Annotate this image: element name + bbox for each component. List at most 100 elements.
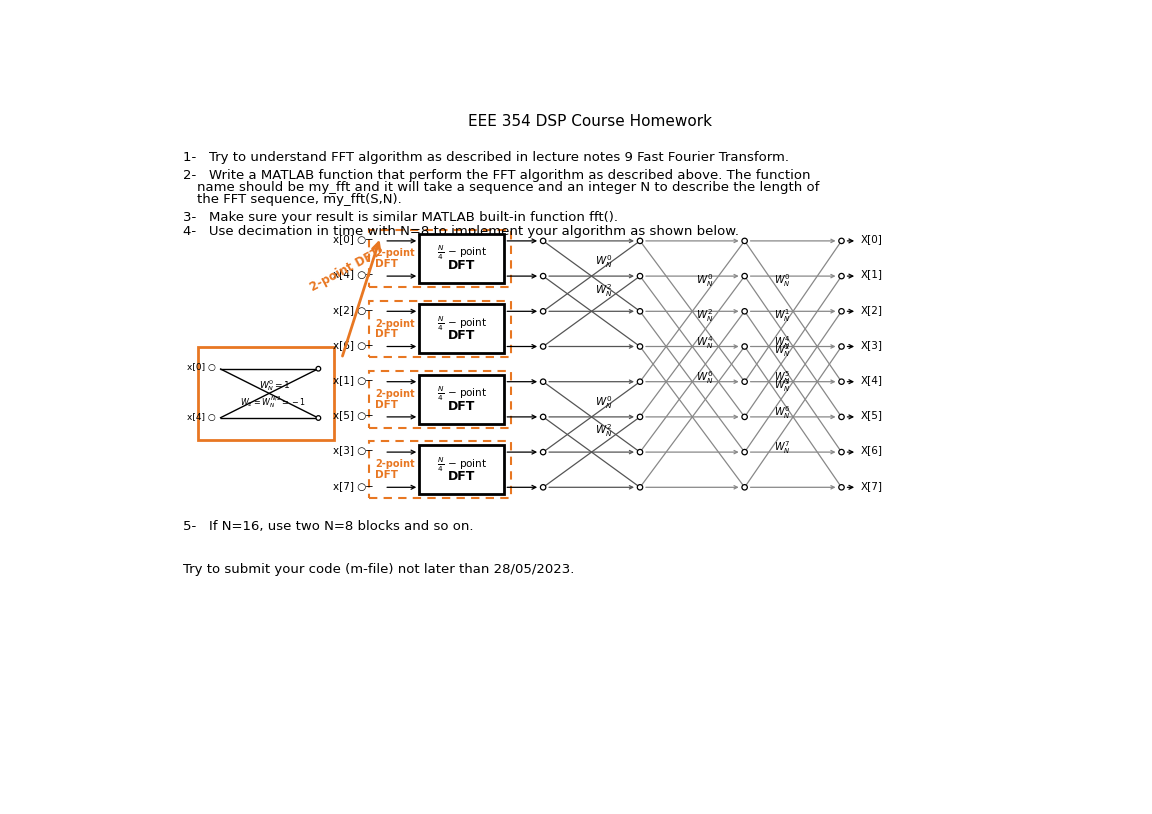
Text: $W_N^6$: $W_N^6$ xyxy=(774,405,790,421)
Circle shape xyxy=(742,449,748,455)
Circle shape xyxy=(839,449,844,455)
Circle shape xyxy=(637,379,643,384)
Text: Try to submit your code (m-file) not later than 28/05/2023.: Try to submit your code (m-file) not lat… xyxy=(183,562,574,575)
Circle shape xyxy=(637,344,643,349)
Circle shape xyxy=(637,484,643,490)
Text: DFT: DFT xyxy=(448,330,476,343)
Circle shape xyxy=(637,414,643,419)
Circle shape xyxy=(839,414,844,419)
Text: $W_N^3$: $W_N^3$ xyxy=(774,378,790,394)
Text: X[5]: X[5] xyxy=(861,410,882,420)
Text: $\frac{N}{4}$ − point: $\frac{N}{4}$ − point xyxy=(437,455,487,474)
Text: 2-point: 2-point xyxy=(374,459,415,470)
Circle shape xyxy=(540,239,546,243)
Text: 2-point: 2-point xyxy=(374,248,415,258)
Text: 4-   Use decimation in time with N=8 to implement your algorithm as shown below.: 4- Use decimation in time with N=8 to im… xyxy=(183,225,738,238)
Text: $W_N^4$: $W_N^4$ xyxy=(696,334,714,351)
Circle shape xyxy=(540,414,546,419)
Text: x[3] ○─: x[3] ○─ xyxy=(333,445,372,456)
Text: $W_N^0$: $W_N^0$ xyxy=(774,272,790,289)
Circle shape xyxy=(839,379,844,384)
Text: $W_N^5$: $W_N^5$ xyxy=(774,369,790,386)
Text: $W_N^2$: $W_N^2$ xyxy=(596,282,613,299)
Text: $W_N^7$: $W_N^7$ xyxy=(774,440,790,457)
Text: x[5] ○─: x[5] ○─ xyxy=(333,410,372,420)
Text: x[7] ○─: x[7] ○─ xyxy=(333,481,372,491)
Circle shape xyxy=(839,239,844,243)
Bar xyxy=(369,371,510,427)
Bar xyxy=(369,230,510,287)
Text: x[6] ○─: x[6] ○─ xyxy=(333,340,372,350)
Circle shape xyxy=(637,274,643,278)
Text: X[6]: X[6] xyxy=(861,445,882,456)
Text: 2-point: 2-point xyxy=(374,389,415,399)
Text: $W_N^2$: $W_N^2$ xyxy=(696,307,714,324)
Text: DFT: DFT xyxy=(374,470,397,480)
Bar xyxy=(419,304,505,353)
Circle shape xyxy=(316,366,320,371)
Text: $W_N^4$: $W_N^4$ xyxy=(774,334,790,351)
Text: X[2]: X[2] xyxy=(861,304,882,315)
Text: X[0]: X[0] xyxy=(861,234,882,244)
Circle shape xyxy=(540,484,546,490)
Text: DFT: DFT xyxy=(374,259,397,269)
Circle shape xyxy=(742,239,748,243)
Circle shape xyxy=(540,449,546,455)
Circle shape xyxy=(637,239,643,243)
Bar xyxy=(419,445,505,494)
Text: x[0] ○: x[0] ○ xyxy=(187,363,217,373)
Text: x[2] ○─: x[2] ○─ xyxy=(333,304,372,315)
Text: $W_N^2$: $W_N^2$ xyxy=(774,343,790,359)
Text: 2-   Write a MATLAB function that perform the FFT algorithm as described above. : 2- Write a MATLAB function that perform … xyxy=(183,168,810,182)
Circle shape xyxy=(742,274,748,278)
Text: $\frac{N}{4}$ − point: $\frac{N}{4}$ − point xyxy=(437,244,487,262)
Circle shape xyxy=(637,309,643,314)
Text: X[1]: X[1] xyxy=(861,269,882,279)
Text: x[0] ○─: x[0] ○─ xyxy=(333,234,372,244)
Text: $W_2=W_N^{N/2}=-1$: $W_2=W_N^{N/2}=-1$ xyxy=(240,395,306,410)
Text: 5-   If N=16, use two N=8 blocks and so on.: 5- If N=16, use two N=8 blocks and so on… xyxy=(183,519,473,532)
Circle shape xyxy=(540,309,546,314)
Bar xyxy=(419,374,505,424)
Circle shape xyxy=(742,414,748,419)
Text: 2-point DFT: 2-point DFT xyxy=(309,246,382,294)
Text: the FFT sequence, my_fft(S,N).: the FFT sequence, my_fft(S,N). xyxy=(197,193,401,206)
Text: $W_N^0$: $W_N^0$ xyxy=(596,395,613,411)
Circle shape xyxy=(540,379,546,384)
Bar xyxy=(419,234,505,283)
Text: $\frac{N}{4}$ − point: $\frac{N}{4}$ − point xyxy=(437,385,487,403)
Text: DFT: DFT xyxy=(448,400,476,413)
Text: $W_N^0=1$: $W_N^0=1$ xyxy=(259,379,291,393)
Text: DFT: DFT xyxy=(374,330,397,339)
Text: x[4] ○─: x[4] ○─ xyxy=(333,269,372,279)
Circle shape xyxy=(540,344,546,349)
Circle shape xyxy=(316,416,320,420)
Text: 2-point: 2-point xyxy=(374,318,415,329)
Text: 1-   Try to understand FFT algorithm as described in lecture notes 9 Fast Fourie: 1- Try to understand FFT algorithm as de… xyxy=(183,151,789,164)
Text: X[3]: X[3] xyxy=(861,340,882,350)
Bar xyxy=(198,347,334,440)
Text: x[1] ○─: x[1] ○─ xyxy=(333,375,372,385)
Text: $W_N^2$: $W_N^2$ xyxy=(596,422,613,440)
Text: 3-   Make sure your result is similar MATLAB built-in function fft().: 3- Make sure your result is similar MATL… xyxy=(183,211,617,224)
Text: $W_N^0$: $W_N^0$ xyxy=(596,254,613,270)
Text: x[4] ○: x[4] ○ xyxy=(188,413,217,422)
Circle shape xyxy=(839,484,844,490)
Circle shape xyxy=(742,484,748,490)
Text: $W_N^1$: $W_N^1$ xyxy=(774,307,790,324)
Text: $W_N^0$: $W_N^0$ xyxy=(696,272,714,289)
Text: EEE 354 DSP Course Homework: EEE 354 DSP Course Homework xyxy=(469,114,712,129)
Text: name should be my_fft and it will take a sequence and an integer N to describe t: name should be my_fft and it will take a… xyxy=(197,181,819,194)
Text: $\frac{N}{4}$ − point: $\frac{N}{4}$ − point xyxy=(437,314,487,333)
Text: X[4]: X[4] xyxy=(861,375,882,385)
Circle shape xyxy=(742,344,748,349)
Circle shape xyxy=(839,344,844,349)
Circle shape xyxy=(742,309,748,314)
Circle shape xyxy=(839,309,844,314)
Text: DFT: DFT xyxy=(374,400,397,409)
Circle shape xyxy=(637,449,643,455)
Circle shape xyxy=(839,274,844,278)
Text: X[7]: X[7] xyxy=(861,481,882,491)
Circle shape xyxy=(742,379,748,384)
Bar xyxy=(369,300,510,357)
